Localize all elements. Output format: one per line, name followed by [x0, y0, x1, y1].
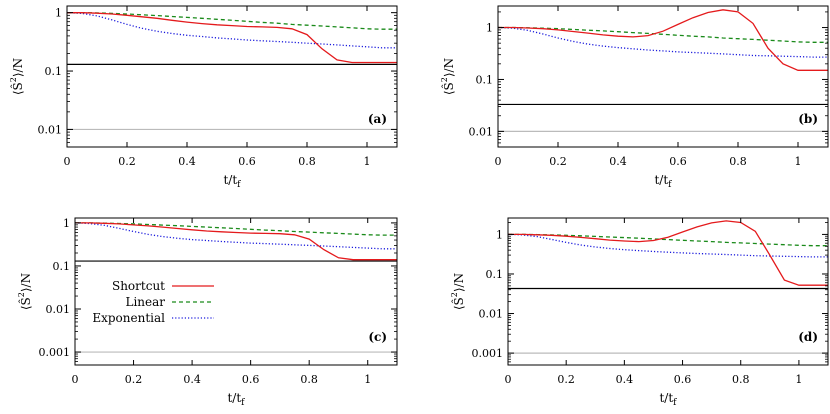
x-tick-label: 0.6	[242, 373, 260, 386]
y-axis-title-post: ⟩/N	[452, 273, 466, 292]
x-tick-label: 0.8	[300, 373, 318, 386]
series-line-exponential	[67, 12, 397, 49]
panel-label: (a)	[368, 112, 387, 126]
x-tick-label: 0.4	[616, 373, 634, 386]
series-line-linear	[498, 26, 828, 43]
x-axis-title-sub: f	[673, 398, 677, 408]
series-line-shortcut	[67, 12, 397, 64]
y-axis-title-pre: ⟨Ŝ	[450, 297, 466, 310]
x-tick-label: 0.4	[609, 155, 627, 168]
y-tick-label: 0.1	[53, 260, 71, 273]
y-axis-title-post: ⟩/N	[19, 273, 33, 292]
plot-frame	[497, 5, 829, 148]
y-axis-title-sup: 2	[450, 292, 459, 297]
series-line-exponential	[498, 26, 828, 58]
series-line-exponential	[75, 222, 397, 250]
legend-label: Shortcut	[112, 279, 165, 293]
x-tick-label: 0.6	[674, 373, 692, 386]
panel-c: 0 0.2 0.4 0.6 0.8 1 0.001 0.01 0.1 1 (c) t/tf ⟨Ŝ2⟩/N	[17, 217, 398, 408]
x-axis-title-sub: f	[241, 398, 245, 408]
legend-label: Linear	[125, 295, 165, 309]
legend-item-shortcut: Shortcut	[112, 279, 214, 293]
x-axis-title: t/tf	[654, 173, 672, 190]
x-axis-title-main: t/t	[223, 173, 237, 187]
series-line-linear	[67, 12, 397, 30]
y-axis-title-sup: 2	[9, 77, 18, 82]
legend: Shortcut Linear Exponential	[92, 279, 214, 325]
x-axis-title: t/tf	[227, 391, 245, 408]
y-axis-title: ⟨Ŝ2⟩/N	[9, 58, 25, 95]
x-tick-label: 1	[795, 373, 802, 386]
y-axis-title-pre: ⟨Ŝ	[440, 82, 456, 95]
plot-frame	[74, 217, 398, 366]
y-axis-title: ⟨Ŝ2⟩/N	[17, 273, 33, 310]
y-tick-label: 1	[63, 217, 70, 230]
y-axis-title-post: ⟩/N	[11, 58, 25, 77]
x-axis-title-main: t/t	[227, 391, 241, 405]
x-tick-label: 1	[795, 155, 802, 168]
x-tick-label: 0.2	[118, 155, 136, 168]
panel-d: 0 0.2 0.4 0.6 0.8 1 0.001 0.01 0.1 1 (d) t/tf ⟨Ŝ2⟩/N	[450, 217, 829, 408]
series-line-shortcut	[508, 220, 828, 286]
x-axis-title: t/tf	[223, 173, 241, 190]
x-tick-label: 0.2	[125, 373, 143, 386]
y-tick-label: 1	[55, 7, 62, 20]
x-tick-label: 0.8	[729, 155, 747, 168]
x-tick-label: 0	[64, 155, 71, 168]
panel-label: (d)	[798, 330, 818, 344]
y-axis-title-pre: ⟨Ŝ	[9, 82, 25, 95]
x-tick-label: 0	[72, 373, 79, 386]
series-line-linear	[508, 233, 828, 247]
x-tick-label: 0.8	[732, 373, 750, 386]
y-axis-title: ⟨Ŝ2⟩/N	[440, 58, 456, 95]
x-axis-title: t/tf	[659, 391, 677, 408]
y-tick-label: 0.01	[479, 308, 504, 321]
y-tick-label: 0.01	[469, 125, 494, 138]
panel-label: (c)	[368, 330, 387, 344]
series-line-shortcut	[75, 222, 397, 261]
y-tick-label: 0.1	[486, 268, 504, 281]
x-tick-label: 0.4	[178, 155, 196, 168]
y-axis-title-sup: 2	[440, 77, 449, 82]
y-axis-title-sup: 2	[17, 292, 26, 297]
y-axis-title-pre: ⟨Ŝ	[17, 297, 33, 310]
legend-label: Exponential	[92, 311, 165, 325]
panel-b: 0 0.2 0.4 0.6 0.8 1 0.01 0.1 1 (b) t/tf ⟨Ŝ2⟩/N	[440, 5, 829, 190]
y-tick-label: 1	[486, 22, 493, 35]
y-tick-label: 1	[496, 228, 503, 241]
y-tick-label: 0.1	[476, 73, 494, 86]
y-tick-label: 0.1	[45, 65, 63, 78]
y-tick-label: 0.01	[38, 123, 63, 136]
x-axis-title-main: t/t	[654, 173, 668, 187]
x-tick-label: 0.2	[557, 373, 575, 386]
x-tick-label: 0.4	[183, 373, 201, 386]
x-tick-label: 0.6	[238, 155, 256, 168]
plot-frame	[507, 217, 829, 366]
y-tick-label: 0.001	[39, 346, 71, 359]
x-tick-label: 0	[495, 155, 502, 168]
panel-label: (b)	[798, 112, 818, 126]
y-tick-label: 0.001	[472, 347, 504, 360]
x-tick-label: 0.8	[298, 155, 316, 168]
x-tick-label: 1	[364, 155, 371, 168]
panel-a: 0 0.2 0.4 0.6 0.8 1 0.01 0.1 1 (a) t/tf ⟨Ŝ2⟩/N	[9, 5, 398, 190]
x-tick-label: 0.2	[549, 155, 567, 168]
series-line-linear	[75, 222, 397, 236]
x-axis-title-sub: f	[237, 180, 241, 190]
legend-item-exponential: Exponential	[92, 311, 214, 325]
legend-item-linear: Linear	[125, 295, 214, 309]
y-axis-title-post: ⟩/N	[442, 58, 456, 77]
series-line-shortcut	[498, 9, 828, 71]
x-tick-label: 0.6	[669, 155, 687, 168]
x-tick-label: 1	[364, 373, 371, 386]
x-tick-label: 0	[505, 373, 512, 386]
y-axis-title: ⟨Ŝ2⟩/N	[450, 273, 466, 310]
y-tick-label: 0.01	[46, 303, 71, 316]
x-axis-title-main: t/t	[659, 391, 673, 405]
x-axis-title-sub: f	[668, 180, 672, 190]
